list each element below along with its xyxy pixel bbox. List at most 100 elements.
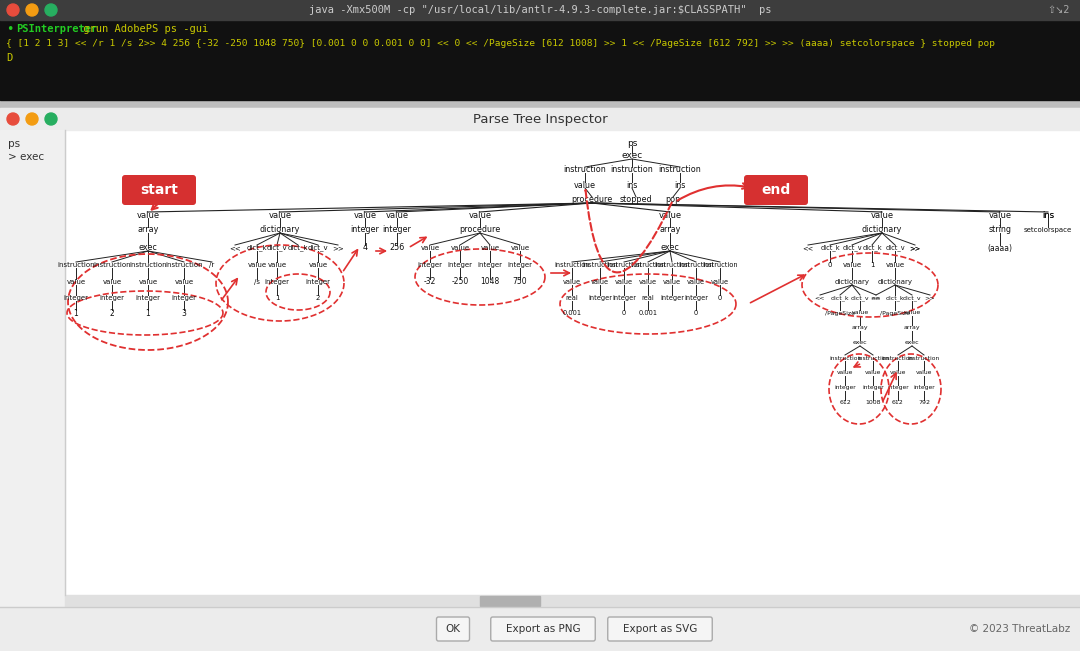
Text: integer: integer — [99, 295, 124, 301]
Text: integer: integer — [265, 279, 289, 285]
Text: >>: >> — [870, 296, 881, 301]
Text: array: array — [904, 326, 920, 331]
Text: dict_k: dict_k — [862, 245, 881, 251]
Circle shape — [26, 113, 38, 125]
Text: real: real — [642, 295, 654, 301]
Circle shape — [6, 113, 19, 125]
Text: <<: << — [229, 245, 241, 251]
Text: { [1 2 1 3] << /r 1 /s 2>> 4 256 {-32 -250 1048 750} [0.001 0 0 0.001 0 0] << 0 : { [1 2 1 3] << /r 1 /s 2>> 4 256 {-32 -2… — [6, 40, 995, 49]
Text: string: string — [988, 225, 1012, 234]
Text: instruction: instruction — [654, 262, 690, 268]
Text: instruction: instruction — [165, 262, 203, 268]
Text: dict_v: dict_v — [886, 245, 905, 251]
Text: exec: exec — [661, 243, 679, 253]
Text: /PageSize: /PageSize — [825, 311, 855, 316]
Text: integer: integer — [508, 262, 532, 268]
Bar — [0, 0, 1080, 100]
Text: exec: exec — [138, 243, 158, 253]
Text: end: end — [761, 183, 791, 197]
Text: java -Xmx500M -cp "/usr/local/lib/antlr-4.9.3-complete.jar:$CLASSPATH"  ps: java -Xmx500M -cp "/usr/local/lib/antlr-… — [309, 5, 771, 15]
Text: value: value — [903, 311, 920, 316]
Circle shape — [45, 4, 57, 16]
Text: ins: ins — [626, 180, 637, 189]
Text: ins: ins — [674, 180, 686, 189]
Text: value: value — [386, 210, 408, 219]
Text: ps: ps — [8, 139, 21, 149]
Text: instruction: instruction — [93, 262, 131, 268]
FancyBboxPatch shape — [436, 617, 470, 641]
Text: ins: ins — [1042, 210, 1054, 219]
Text: D: D — [6, 53, 12, 63]
Text: <<: << — [870, 296, 881, 301]
Text: value: value — [842, 262, 862, 268]
Text: integer: integer — [351, 225, 379, 234]
Circle shape — [26, 4, 38, 16]
Text: procedure: procedure — [459, 225, 501, 234]
Text: 0: 0 — [718, 295, 723, 301]
Text: integer: integer — [306, 279, 330, 285]
Text: PSInterpreter: PSInterpreter — [16, 24, 97, 34]
Text: 0: 0 — [622, 310, 626, 316]
Text: integer: integer — [477, 262, 502, 268]
Text: dict_v: dict_v — [903, 295, 921, 301]
Text: integer: integer — [862, 385, 883, 391]
Text: value: value — [639, 279, 657, 285]
Text: (aaaa): (aaaa) — [987, 243, 1013, 253]
Text: <<: << — [802, 245, 813, 251]
Bar — [0, 108, 1080, 130]
Text: value: value — [573, 180, 596, 189]
Text: instruction: instruction — [606, 262, 642, 268]
Text: value: value — [865, 370, 881, 376]
Text: stopped: stopped — [620, 195, 652, 204]
FancyBboxPatch shape — [490, 617, 595, 641]
Text: >>: >> — [924, 296, 935, 301]
Text: 1: 1 — [869, 262, 874, 268]
Text: •: • — [6, 23, 13, 36]
Text: start: start — [140, 183, 178, 197]
Text: grun AdobePS ps -gui: grun AdobePS ps -gui — [77, 24, 208, 34]
Text: dict_v: dict_v — [308, 245, 328, 251]
Circle shape — [6, 4, 19, 16]
Text: integer: integer — [612, 295, 636, 301]
Text: value: value — [890, 370, 906, 376]
Text: array: array — [137, 225, 159, 234]
Text: integer: integer — [418, 262, 443, 268]
Text: exec: exec — [621, 152, 643, 161]
Text: value: value — [420, 245, 440, 251]
Text: dict_v: dict_v — [851, 295, 869, 301]
Text: dict_v: dict_v — [842, 245, 862, 251]
Text: integer: integer — [382, 225, 411, 234]
Text: value: value — [247, 262, 267, 268]
Text: dictionary: dictionary — [862, 225, 902, 234]
Text: instruction: instruction — [882, 355, 914, 361]
Bar — [65, 595, 1080, 607]
Text: 612: 612 — [892, 400, 904, 406]
Text: instruction: instruction — [57, 262, 95, 268]
Text: 0: 0 — [827, 262, 833, 268]
Text: array: array — [852, 326, 868, 331]
Text: 750: 750 — [513, 277, 527, 286]
Text: integer: integer — [64, 295, 89, 301]
Text: value: value — [309, 262, 327, 268]
Text: value: value — [67, 279, 85, 285]
Text: instruction: instruction — [582, 262, 618, 268]
Text: dict_k: dict_k — [287, 245, 308, 251]
Text: value: value — [103, 279, 122, 285]
Text: dict_k: dict_k — [246, 245, 268, 251]
Text: value: value — [136, 210, 160, 219]
Text: Export as SVG: Export as SVG — [623, 624, 698, 634]
Text: OK: OK — [446, 624, 460, 634]
Text: /s: /s — [254, 279, 260, 285]
Text: value: value — [916, 370, 932, 376]
Text: ⇧↘2: ⇧↘2 — [1048, 5, 1070, 15]
Text: procedure: procedure — [571, 195, 612, 204]
Bar — [480, 596, 540, 606]
Text: 0: 0 — [693, 310, 698, 316]
Text: instruction: instruction — [564, 165, 606, 174]
Text: value: value — [353, 210, 377, 219]
Text: exec: exec — [905, 340, 919, 346]
Circle shape — [45, 113, 57, 125]
Text: dictionary: dictionary — [835, 279, 869, 285]
Text: 1048: 1048 — [481, 277, 500, 286]
Text: value: value — [591, 279, 609, 285]
